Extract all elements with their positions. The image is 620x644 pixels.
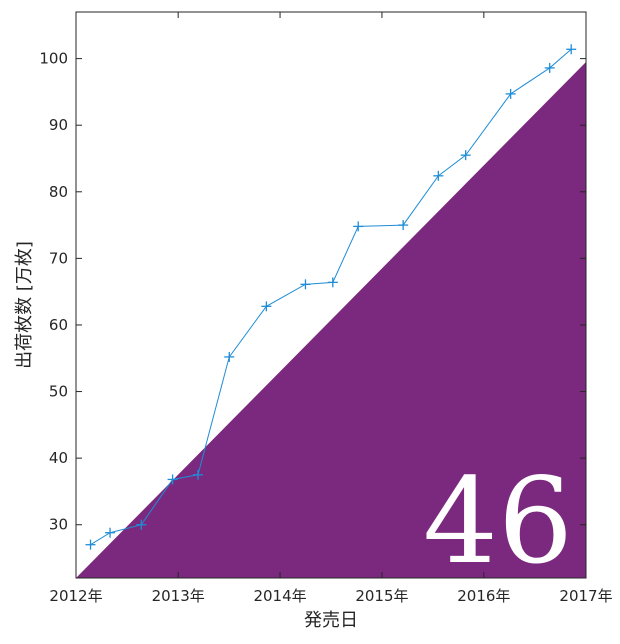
axes-layer <box>75 11 587 579</box>
data-point-marker <box>460 150 471 161</box>
data-point-marker <box>85 539 96 550</box>
series-layer <box>85 44 577 550</box>
watermark-number: 46 <box>423 452 573 590</box>
x-tick-label: 2013年 <box>152 587 205 605</box>
y-tick-label: 40 <box>49 449 68 467</box>
x-tick-label: 2012年 <box>49 587 102 605</box>
series-line <box>90 48 572 546</box>
data-point-marker <box>192 469 203 480</box>
triangle-layer <box>76 61 586 579</box>
data-point-marker <box>300 279 311 290</box>
data-point-marker <box>105 527 116 538</box>
ticks-layer: 2012年 2013年 2014年 2015年 2016年 2017年 30 40 50 60 70… <box>39 12 613 605</box>
y-tick-label: 70 <box>49 249 68 267</box>
data-point-marker <box>167 474 178 485</box>
background-triangle <box>76 61 586 579</box>
y-tick-label: 50 <box>49 383 68 401</box>
y-tick-label: 90 <box>49 116 68 134</box>
data-point-marker <box>327 277 338 288</box>
y-tick-label: 100 <box>39 50 68 68</box>
y-tick-label: 60 <box>49 316 68 334</box>
x-tick-label: 2015年 <box>355 587 408 605</box>
y-axis-title: 出荷枚数 [万枚] <box>14 241 35 369</box>
x-tick-label: 2016年 <box>457 587 510 605</box>
data-point-marker <box>544 62 555 73</box>
data-point-marker <box>136 519 147 530</box>
data-point-marker <box>398 220 409 231</box>
data-point-marker <box>505 88 516 99</box>
data-point-marker <box>353 221 364 232</box>
data-point-marker <box>224 351 235 362</box>
watermark-layer: 46 <box>423 452 573 590</box>
x-tick-label: 2017年 <box>559 587 612 605</box>
y-tick-label: 80 <box>49 183 68 201</box>
data-point-marker <box>261 301 272 312</box>
x-axis-title: 発売日 <box>304 610 358 631</box>
data-point-marker <box>433 170 444 181</box>
axis-titles-layer: 発売日 出荷枚数 [万枚] <box>14 241 358 631</box>
data-point-marker <box>566 44 577 55</box>
x-tick-label: 2014年 <box>253 587 306 605</box>
y-tick-label: 30 <box>49 516 68 534</box>
plot-frame <box>75 11 587 579</box>
